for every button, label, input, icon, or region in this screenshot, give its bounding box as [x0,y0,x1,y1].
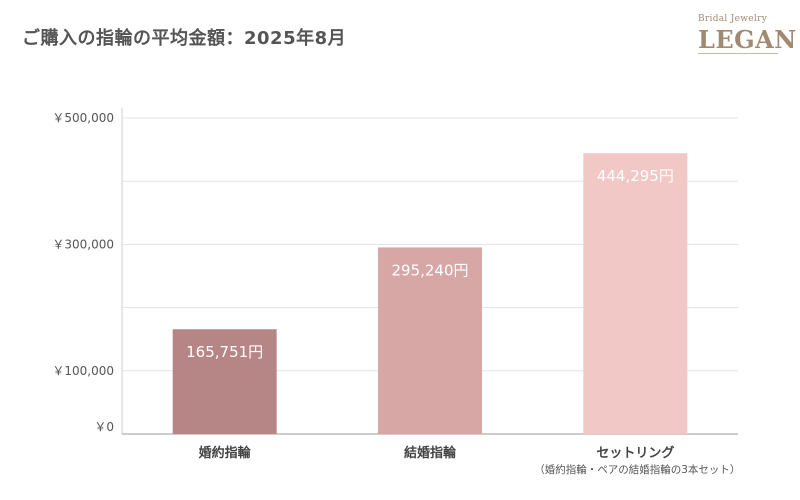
x-axis-labels: 婚約指輪 結婚指輪 セットリング （婚約指輪・ペアの結婚指輪の3本セット） [199,445,741,476]
y-tick-label: ￥0 [94,420,114,434]
bar [583,153,688,434]
x-category-label: 婚約指輪 [199,445,252,461]
x-category-label: 結婚指輪 [404,445,457,461]
bar [172,329,277,434]
logo-subtitle: Bridal Jewelry [698,14,768,24]
chart-title: ご購入の指輪の平均金額：2025年8月 [22,28,347,49]
bars: 165,751円 295,240円 444,295円 [172,153,688,434]
y-tick-label: ￥500,000 [52,111,114,125]
y-tick-label: ￥300,000 [52,237,114,251]
y-tick-label: ￥100,000 [52,364,114,378]
logo-wordmark: LEGAN [698,25,797,54]
bar [378,247,482,434]
x-category-label: セットリング [596,445,674,461]
brand-logo: Bridal Jewelry LEGAN [692,12,796,58]
bar-value-label: 165,751円 [186,343,263,361]
bar-value-label: 295,240円 [391,261,468,279]
bar-value-label: 444,295円 [597,167,674,185]
y-axis-ticks: ￥0 ￥100,000 ￥300,000 ￥500,000 [52,111,114,434]
x-category-sublabel: （婚約指輪・ペアの結婚指輪の3本セット） [534,463,740,476]
logo-underline [698,53,778,54]
